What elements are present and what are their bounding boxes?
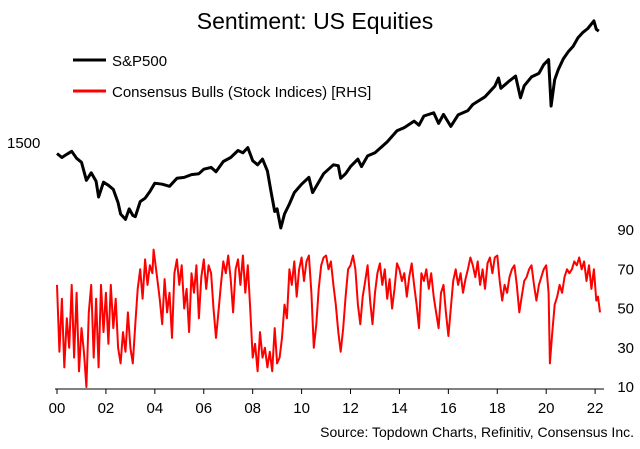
x-axis-tick-label: 10 [293, 400, 310, 417]
right-axis-tick-label: 90 [617, 222, 634, 239]
x-axis-ticks: 00 02 04 06 08 10 12 14 16 18 20 22 [49, 389, 604, 417]
x-axis-tick-label: 06 [195, 400, 212, 417]
x-axis-tick-label: 16 [440, 400, 457, 417]
source-note: Source: Topdown Charts, Refinitiv, Conse… [320, 424, 634, 440]
series-line-consensus-bulls [56, 248, 601, 388]
x-axis-tick-label: 08 [244, 400, 261, 417]
right-axis-tick-label: 30 [617, 340, 634, 357]
x-axis-tick-label: 00 [49, 400, 66, 417]
left-axis-tick-label: 1500 [7, 135, 40, 152]
x-axis-tick-label: 22 [587, 400, 604, 417]
legend: S&P500 Consensus Bulls (Stock Indices) [… [73, 53, 371, 101]
right-axis-ticks: 10 30 50 70 90 [617, 222, 634, 396]
x-axis-tick-label: 12 [342, 400, 359, 417]
x-axis-tick-label: 04 [146, 400, 163, 417]
x-axis-tick-label: 18 [489, 400, 506, 417]
series-line-sp500 [56, 19, 600, 230]
x-axis-tick-label: 02 [98, 400, 115, 417]
right-axis-tick-label: 10 [617, 379, 634, 396]
chart-title: Sentiment: US Equities [197, 8, 434, 34]
legend-label-sp500: S&P500 [112, 53, 167, 70]
right-axis-tick-label: 70 [617, 261, 634, 278]
legend-label-bulls: Consensus Bulls (Stock Indices) [RHS] [112, 84, 371, 101]
x-axis-tick-label: 20 [538, 400, 555, 417]
x-axis-tick-label: 14 [391, 400, 408, 417]
right-axis-tick-label: 50 [617, 301, 634, 318]
